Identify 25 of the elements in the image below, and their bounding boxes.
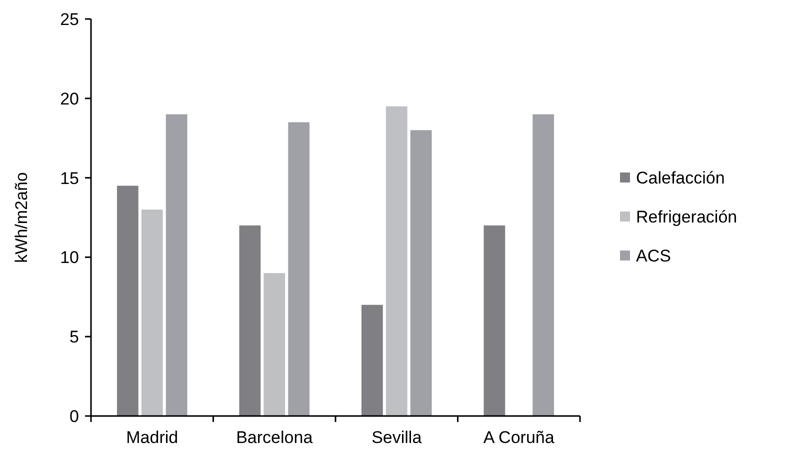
- bar: [361, 304, 383, 416]
- y-tick-label: 0: [70, 406, 79, 426]
- bar: [141, 210, 163, 416]
- bar: [166, 114, 188, 416]
- y-tick-label: 10: [60, 248, 79, 268]
- bar: [239, 225, 261, 416]
- y-tick-label: 15: [60, 168, 79, 188]
- x-tick-label: Sevilla: [372, 428, 422, 447]
- bar: [386, 106, 408, 416]
- bar: [532, 114, 554, 416]
- bar: [484, 225, 506, 416]
- legend-label: ACS: [636, 246, 671, 266]
- y-tick-label: 25: [60, 10, 79, 29]
- legend-label: Refrigeración: [636, 207, 738, 226]
- bar: [288, 122, 310, 416]
- y-axis-title: kWh/m2año: [12, 172, 31, 263]
- bar: [116, 186, 138, 416]
- x-tick-label: Madrid: [126, 428, 178, 447]
- x-tick-label: A Coruña: [483, 428, 555, 447]
- y-tick-label: 5: [70, 328, 79, 347]
- x-tick-label: Barcelona: [236, 428, 314, 447]
- y-tick-label: 20: [60, 89, 79, 108]
- bar: [264, 273, 286, 416]
- bar: [410, 130, 432, 416]
- legend-label: Calefacción: [636, 168, 725, 188]
